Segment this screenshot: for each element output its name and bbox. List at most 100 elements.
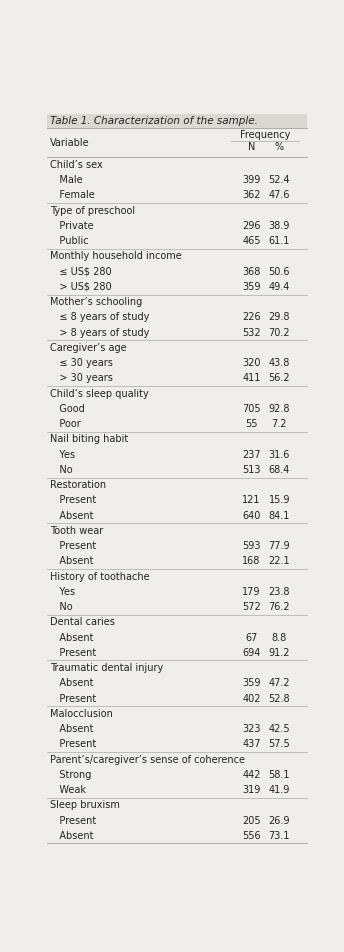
Text: 84.1: 84.1 xyxy=(269,510,290,521)
Text: 320: 320 xyxy=(242,358,261,368)
Text: N: N xyxy=(248,142,255,152)
Text: Female: Female xyxy=(50,190,95,201)
Text: Absent: Absent xyxy=(50,724,94,734)
Text: 50.6: 50.6 xyxy=(269,267,290,277)
Text: 77.9: 77.9 xyxy=(269,541,290,551)
Text: 399: 399 xyxy=(242,175,261,186)
Text: Male: Male xyxy=(50,175,83,186)
Text: 402: 402 xyxy=(242,694,261,704)
Text: 55: 55 xyxy=(245,419,258,429)
Text: Restoration: Restoration xyxy=(50,480,106,490)
Text: 556: 556 xyxy=(242,831,261,841)
Text: Variable: Variable xyxy=(50,138,89,148)
Text: Weak: Weak xyxy=(50,785,86,795)
Text: 73.1: 73.1 xyxy=(269,831,290,841)
Text: Tooth wear: Tooth wear xyxy=(50,526,103,536)
Text: 593: 593 xyxy=(242,541,261,551)
Text: Private: Private xyxy=(50,221,94,231)
Text: 61.1: 61.1 xyxy=(269,236,290,247)
Text: Present: Present xyxy=(50,740,96,749)
Text: Absent: Absent xyxy=(50,510,94,521)
Text: 532: 532 xyxy=(242,327,261,338)
Text: Parent’s/caregiver’s sense of coherence: Parent’s/caregiver’s sense of coherence xyxy=(50,755,245,764)
Text: 68.4: 68.4 xyxy=(269,465,290,475)
Text: 705: 705 xyxy=(242,404,261,414)
Text: 359: 359 xyxy=(242,679,261,688)
Text: > US$ 280: > US$ 280 xyxy=(50,282,111,292)
Text: Sleep bruxism: Sleep bruxism xyxy=(50,801,120,810)
Text: 7.2: 7.2 xyxy=(272,419,287,429)
Text: 362: 362 xyxy=(242,190,261,201)
Text: 23.8: 23.8 xyxy=(269,586,290,597)
Text: 22.1: 22.1 xyxy=(269,556,290,566)
Text: 52.4: 52.4 xyxy=(269,175,290,186)
Text: 92.8: 92.8 xyxy=(269,404,290,414)
Text: Table 1. Characterization of the sample.: Table 1. Characterization of the sample. xyxy=(50,116,258,127)
Text: 411: 411 xyxy=(242,373,261,384)
Text: History of toothache: History of toothache xyxy=(50,571,150,582)
Text: 91.2: 91.2 xyxy=(269,648,290,658)
Text: Poor: Poor xyxy=(50,419,81,429)
Text: 47.6: 47.6 xyxy=(269,190,290,201)
Text: 38.9: 38.9 xyxy=(269,221,290,231)
Text: 694: 694 xyxy=(242,648,261,658)
Text: 640: 640 xyxy=(242,510,261,521)
Text: 31.6: 31.6 xyxy=(269,449,290,460)
Text: > 8 years of study: > 8 years of study xyxy=(50,327,149,338)
Text: 323: 323 xyxy=(242,724,261,734)
Text: 56.2: 56.2 xyxy=(269,373,290,384)
Text: 368: 368 xyxy=(242,267,261,277)
Text: 49.4: 49.4 xyxy=(269,282,290,292)
Bar xyxy=(47,129,307,157)
Text: 42.5: 42.5 xyxy=(269,724,290,734)
Text: No: No xyxy=(50,602,73,612)
Text: 8.8: 8.8 xyxy=(272,633,287,643)
Text: Present: Present xyxy=(50,816,96,825)
Text: 442: 442 xyxy=(242,770,261,780)
Text: %: % xyxy=(275,142,284,152)
Text: 70.2: 70.2 xyxy=(269,327,290,338)
Text: > 30 years: > 30 years xyxy=(50,373,113,384)
Text: 296: 296 xyxy=(242,221,261,231)
Text: ≤ US$ 280: ≤ US$ 280 xyxy=(50,267,111,277)
Text: 76.2: 76.2 xyxy=(269,602,290,612)
Text: 237: 237 xyxy=(242,449,261,460)
Text: Child’s sex: Child’s sex xyxy=(50,160,103,170)
Text: 67: 67 xyxy=(245,633,258,643)
Text: 168: 168 xyxy=(242,556,261,566)
Text: 41.9: 41.9 xyxy=(269,785,290,795)
Text: Monthly household income: Monthly household income xyxy=(50,251,182,262)
Text: ≤ 8 years of study: ≤ 8 years of study xyxy=(50,312,149,323)
Text: Present: Present xyxy=(50,648,96,658)
Text: Child’s sleep quality: Child’s sleep quality xyxy=(50,388,149,399)
Text: Frequency: Frequency xyxy=(240,129,291,140)
Text: Absent: Absent xyxy=(50,831,94,841)
Text: Good: Good xyxy=(50,404,85,414)
Text: Strong: Strong xyxy=(50,770,92,780)
Text: Mother’s schooling: Mother’s schooling xyxy=(50,297,142,307)
Text: Absent: Absent xyxy=(50,633,94,643)
Text: Present: Present xyxy=(50,541,96,551)
Text: 226: 226 xyxy=(242,312,261,323)
Text: 465: 465 xyxy=(242,236,261,247)
Text: 513: 513 xyxy=(242,465,261,475)
Text: 437: 437 xyxy=(242,740,261,749)
Text: Caregiver’s age: Caregiver’s age xyxy=(50,343,127,353)
Text: 29.8: 29.8 xyxy=(269,312,290,323)
Text: 57.5: 57.5 xyxy=(269,740,290,749)
Text: Nail biting habit: Nail biting habit xyxy=(50,434,128,445)
Text: Present: Present xyxy=(50,694,96,704)
Text: Traumatic dental injury: Traumatic dental injury xyxy=(50,664,163,673)
Text: 359: 359 xyxy=(242,282,261,292)
Text: Public: Public xyxy=(50,236,89,247)
Text: 58.1: 58.1 xyxy=(269,770,290,780)
Text: Absent: Absent xyxy=(50,679,94,688)
Text: 15.9: 15.9 xyxy=(269,495,290,506)
Text: Absent: Absent xyxy=(50,556,94,566)
Text: Type of preschool: Type of preschool xyxy=(50,206,135,216)
Text: Present: Present xyxy=(50,495,96,506)
Text: 319: 319 xyxy=(242,785,261,795)
Text: Yes: Yes xyxy=(50,449,75,460)
Text: No: No xyxy=(50,465,73,475)
Text: ≤ 30 years: ≤ 30 years xyxy=(50,358,113,368)
